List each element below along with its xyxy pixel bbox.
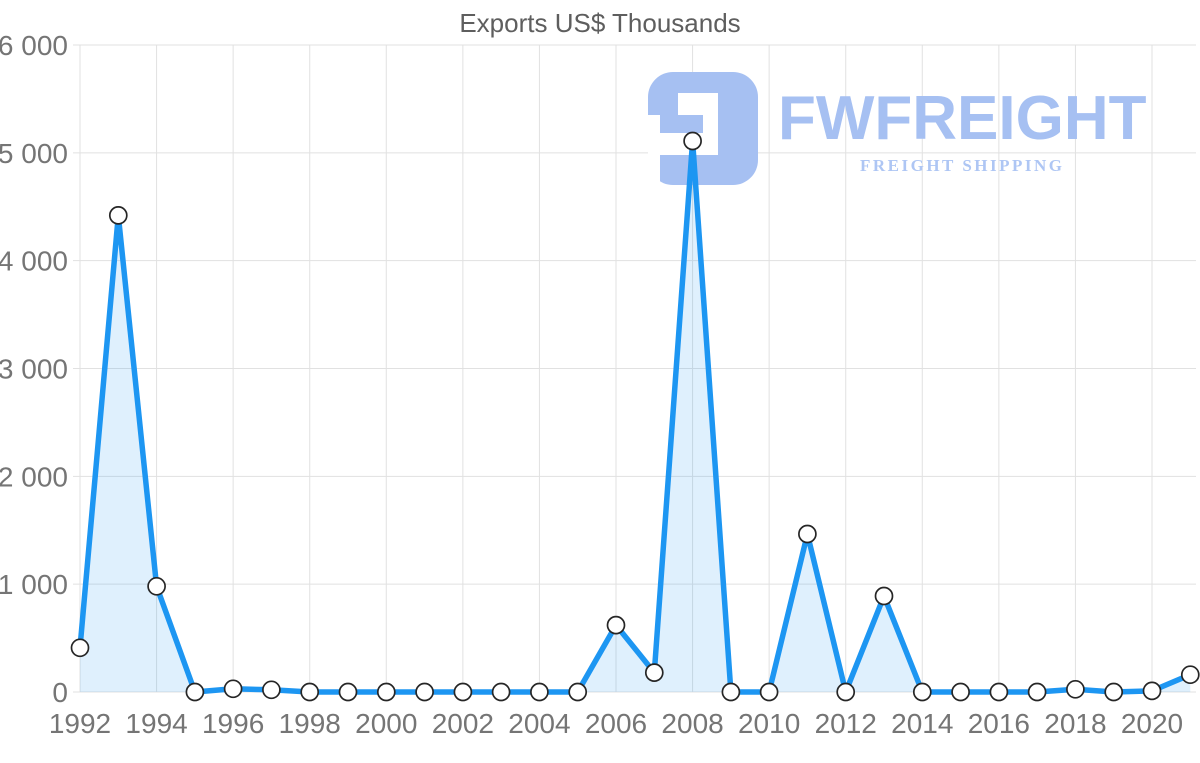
brand-tagline: FREIGHT SHIPPING (859, 156, 1065, 175)
x-tick-label: 2006 (585, 708, 647, 739)
data-point-2017[interactable] (1027, 682, 1047, 702)
data-point-1995[interactable] (185, 682, 205, 702)
x-tick-label: 2008 (661, 708, 723, 739)
x-tick-label: 2018 (1044, 708, 1106, 739)
y-axis-labels: 0 1 000 2 000 3 000 4 000 5 000 6 000 (0, 30, 68, 708)
data-point-2010[interactable] (759, 682, 779, 702)
y-tick-label: 6 000 (0, 30, 68, 61)
data-point-2004[interactable] (530, 682, 549, 702)
y-tick-label: 1 000 (0, 569, 68, 600)
series-line (77, 138, 1194, 695)
data-point-2006[interactable] (606, 615, 626, 635)
data-point-2020[interactable] (1142, 681, 1162, 701)
data-point-2012[interactable] (836, 682, 856, 702)
gridlines (73, 44, 1196, 693)
y-tick-label: 3 000 (0, 354, 68, 385)
data-point-1996[interactable] (223, 679, 243, 699)
data-point-1992[interactable] (70, 638, 90, 658)
data-points (70, 131, 1200, 702)
x-tick-label: 1994 (125, 708, 187, 739)
data-point-1997[interactable] (262, 680, 281, 700)
watermark-text: FWFREIGHT FREIGHT SHIPPING (778, 72, 1147, 176)
x-tick-label: 2014 (891, 708, 953, 739)
data-point-2019[interactable] (1104, 682, 1124, 702)
data-point-2009[interactable] (721, 682, 741, 702)
brand-watermark: FWFREIGHT FREIGHT SHIPPING (648, 72, 1147, 185)
x-tick-label: 2000 (355, 708, 417, 739)
x-tick-label: 2016 (968, 708, 1030, 739)
x-tick-label: 2002 (432, 708, 494, 739)
x-tick-label: 2012 (815, 708, 877, 739)
data-point-2016[interactable] (989, 682, 1009, 702)
chart-title: Exports US$ Thousands (459, 8, 741, 38)
x-tick-label: 2010 (738, 708, 800, 739)
x-tick-label: 2004 (508, 708, 570, 739)
data-point-2000[interactable] (376, 682, 396, 702)
x-tick-label: 1998 (279, 708, 341, 739)
y-tick-label: 4 000 (0, 246, 68, 277)
data-point-2007[interactable] (644, 663, 664, 682)
x-tick-label: 2020 (1121, 708, 1183, 739)
data-point-1998[interactable] (300, 682, 320, 702)
data-point-2018[interactable] (1066, 679, 1085, 699)
data-point-2021[interactable] (1180, 665, 1200, 685)
x-axis-labels: 1992 1994 1996 1998 2000 2002 2004 2006 2008 2010… (49, 708, 1183, 739)
data-point-2015[interactable] (951, 682, 970, 702)
series-area (80, 141, 1191, 692)
data-point-1994[interactable] (147, 576, 166, 596)
brand-name: FWFREIGHT (778, 84, 1147, 153)
data-point-1999[interactable] (338, 682, 358, 702)
data-point-2003[interactable] (491, 682, 511, 702)
data-point-2005[interactable] (568, 682, 588, 702)
data-point-2011[interactable] (798, 524, 817, 544)
data-point-2014[interactable] (912, 682, 932, 702)
data-point-2008[interactable] (683, 131, 702, 151)
data-point-1993[interactable] (108, 206, 128, 225)
x-tick-label: 1996 (202, 708, 264, 739)
data-point-2002[interactable] (453, 682, 473, 702)
data-point-2001[interactable] (415, 682, 434, 702)
y-tick-label: 0 (52, 677, 68, 708)
y-tick-label: 2 000 (0, 461, 68, 492)
x-tick-label: 1992 (49, 708, 111, 739)
y-tick-label: 5 000 (0, 138, 68, 169)
data-point-2013[interactable] (874, 586, 894, 606)
